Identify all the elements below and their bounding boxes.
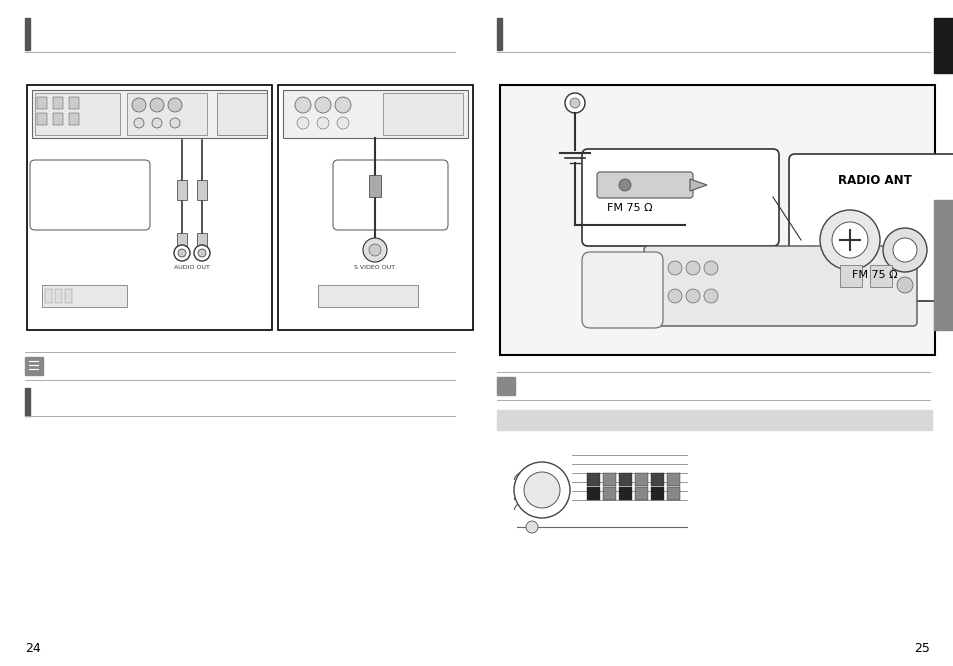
Circle shape [820, 210, 879, 270]
Bar [196, 180, 207, 200]
Text: AUDIO OUT: AUDIO OUT [173, 265, 210, 270]
Circle shape [296, 117, 309, 129]
Text: FM 75 Ω: FM 75 Ω [606, 203, 652, 213]
Circle shape [896, 277, 912, 293]
Circle shape [667, 261, 681, 275]
FancyBboxPatch shape [333, 160, 448, 230]
Text: S VIDEO OUT: S VIDEO OUT [355, 265, 395, 270]
FancyBboxPatch shape [597, 172, 692, 198]
Bar [869, 265, 891, 287]
Circle shape [294, 97, 311, 113]
Circle shape [369, 244, 380, 256]
Circle shape [882, 228, 926, 272]
Circle shape [150, 98, 164, 112]
Bar [27, 85, 272, 330]
Bar [499, 85, 934, 355]
Circle shape [892, 238, 916, 262]
Bar [196, 233, 207, 248]
Bar [650, 487, 663, 500]
Circle shape [178, 249, 186, 257]
Bar [602, 487, 616, 500]
Bar [650, 473, 663, 486]
Bar [25, 388, 30, 416]
Bar [25, 357, 43, 375]
Circle shape [685, 289, 700, 303]
Bar [55, 289, 62, 303]
Circle shape [703, 261, 718, 275]
Bar [497, 18, 501, 50]
Bar [317, 285, 417, 307]
Bar [666, 487, 679, 500]
Bar [618, 473, 631, 486]
Circle shape [316, 117, 329, 129]
Bar [497, 377, 515, 395]
Bar [25, 18, 30, 50]
Bar [32, 90, 267, 138]
Bar [177, 233, 187, 248]
FancyBboxPatch shape [30, 160, 150, 230]
Bar [37, 113, 47, 125]
FancyBboxPatch shape [581, 252, 662, 328]
Circle shape [703, 289, 718, 303]
Bar [42, 285, 127, 307]
Circle shape [831, 222, 867, 258]
Circle shape [685, 261, 700, 275]
Bar [35, 93, 120, 135]
Bar [216, 93, 267, 135]
Bar [497, 410, 931, 430]
Bar [586, 473, 599, 486]
FancyBboxPatch shape [788, 154, 953, 301]
Bar [586, 487, 599, 500]
Bar [53, 113, 63, 125]
Circle shape [314, 97, 331, 113]
Circle shape [170, 118, 180, 128]
Circle shape [564, 93, 584, 113]
Bar [177, 180, 187, 200]
Text: FM 75 Ω: FM 75 Ω [851, 270, 897, 280]
Circle shape [667, 289, 681, 303]
Bar [666, 473, 679, 486]
Bar [635, 473, 647, 486]
Circle shape [569, 98, 579, 108]
Bar [37, 97, 47, 109]
Circle shape [335, 97, 351, 113]
Bar [602, 473, 616, 486]
Circle shape [198, 249, 206, 257]
Circle shape [363, 238, 387, 262]
Circle shape [152, 118, 162, 128]
Circle shape [133, 118, 144, 128]
FancyBboxPatch shape [643, 246, 916, 326]
FancyBboxPatch shape [581, 149, 779, 246]
Bar [369, 175, 380, 197]
Bar [53, 97, 63, 109]
Bar [69, 113, 79, 125]
Circle shape [523, 472, 559, 508]
Circle shape [336, 117, 349, 129]
Circle shape [173, 245, 190, 261]
Bar [283, 90, 468, 138]
Bar [277, 85, 473, 330]
Bar [933, 200, 953, 330]
Circle shape [193, 245, 210, 261]
Bar [69, 97, 79, 109]
Bar [840, 265, 862, 287]
Circle shape [132, 98, 146, 112]
Bar [382, 93, 462, 135]
Circle shape [525, 521, 537, 533]
Circle shape [168, 98, 182, 112]
Bar [635, 487, 647, 500]
Bar [65, 289, 71, 303]
Text: 24: 24 [25, 642, 41, 655]
Polygon shape [689, 179, 706, 191]
Text: 25: 25 [913, 642, 929, 655]
Circle shape [514, 462, 569, 518]
Bar [45, 289, 52, 303]
Text: RADIO ANT: RADIO ANT [838, 174, 911, 186]
Circle shape [618, 179, 630, 191]
Bar [618, 487, 631, 500]
Bar [933, 18, 953, 73]
Bar [127, 93, 207, 135]
